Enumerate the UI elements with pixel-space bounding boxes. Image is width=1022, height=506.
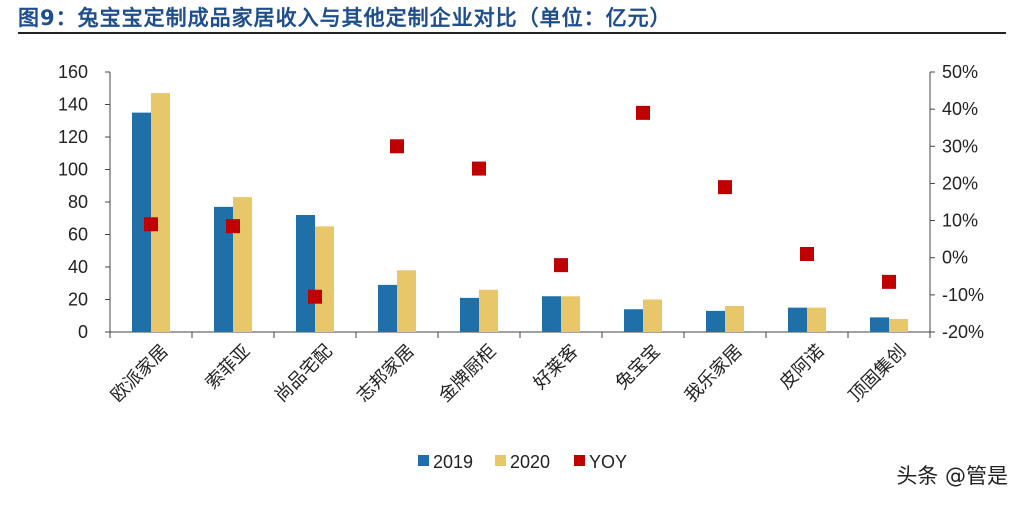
category-label: 金牌厨柜	[435, 341, 501, 407]
y-tick-label: 20	[68, 290, 88, 310]
bar-2019	[214, 206, 233, 332]
category-label: 顶固集创	[845, 341, 911, 407]
yoy-point	[226, 219, 240, 234]
category-label: 我乐家居	[681, 341, 747, 407]
yoy-point	[390, 139, 404, 154]
bar-2020	[643, 299, 662, 332]
y-tick-label: 120	[58, 127, 88, 147]
y2-tick-label: 10%	[942, 211, 978, 231]
bar-2020	[315, 226, 334, 332]
bar-2020	[889, 319, 908, 332]
y2-tick-label: -20%	[942, 322, 984, 342]
y-tick-label: 40	[68, 257, 88, 277]
yoy-point	[554, 258, 568, 273]
y2-tick-label: -10%	[942, 285, 984, 305]
bar-2020	[233, 197, 252, 332]
bar-2020	[151, 93, 170, 332]
y-tick-label: 160	[58, 62, 88, 82]
bar-2019	[132, 112, 151, 332]
category-label: 索菲亚	[202, 341, 255, 394]
bar-2019	[542, 296, 561, 332]
legend-swatch-2019	[418, 455, 429, 466]
yoy-point	[636, 105, 650, 120]
y-tick-label: 80	[68, 192, 88, 212]
category-label: 好莱客	[530, 341, 583, 394]
category-label: 皮阿诺	[776, 341, 829, 394]
y-tick-label: 60	[68, 225, 88, 245]
legend: 2019 2020 YOY	[418, 452, 627, 472]
bar-2019	[460, 297, 479, 332]
watermark: 头条 @管是	[896, 464, 1008, 488]
bar-2020	[725, 306, 744, 332]
legend-swatch-YOY	[574, 455, 585, 466]
chart-title: 图9：兔宝宝定制成品家居收入与其他定制企业对比（单位：亿元）	[18, 6, 672, 30]
y2-tick-label: 50%	[942, 62, 978, 82]
bar-2020	[561, 296, 580, 332]
category-label: 尚品宅配	[271, 341, 337, 407]
bar-2019	[378, 284, 397, 332]
bar-2019	[296, 215, 315, 332]
y2-tick-label: 20%	[942, 173, 978, 193]
bar-2020	[479, 289, 498, 332]
title-rule	[18, 32, 1006, 34]
legend-swatch-2020	[495, 455, 506, 466]
legend-label: 2019	[433, 452, 473, 472]
bars	[132, 93, 908, 332]
y2-tick-label: 30%	[942, 136, 978, 156]
yoy-point	[308, 289, 322, 304]
category-label: 志邦家居	[353, 341, 419, 407]
bar-2020	[397, 270, 416, 332]
bar-2020	[807, 307, 826, 332]
bar-2019	[624, 309, 643, 332]
axes: 0 20 40 60 80 100 120 140 160 -20% -10% 0% 10% 20% 30%…	[58, 62, 984, 406]
bar-2019	[870, 317, 889, 332]
yoy-point	[882, 274, 896, 289]
yoy-point	[718, 180, 732, 195]
legend-label: 2020	[510, 452, 550, 472]
yoy-point	[144, 217, 158, 232]
y2-tick-label: 40%	[942, 99, 978, 119]
legend-label: YOY	[589, 452, 627, 472]
bar-2019	[706, 310, 725, 332]
category-label: 欧派家居	[107, 341, 173, 407]
y-tick-label: 140	[58, 95, 88, 115]
y-tick-label: 100	[58, 160, 88, 180]
y2-tick-label: 0%	[942, 248, 968, 268]
yoy-point	[472, 161, 486, 176]
yoy-point	[800, 247, 814, 261]
category-label: 兔宝宝	[612, 341, 665, 394]
y-tick-label: 0	[78, 322, 88, 342]
bar-2019	[788, 307, 807, 332]
yoy-points	[144, 105, 896, 304]
